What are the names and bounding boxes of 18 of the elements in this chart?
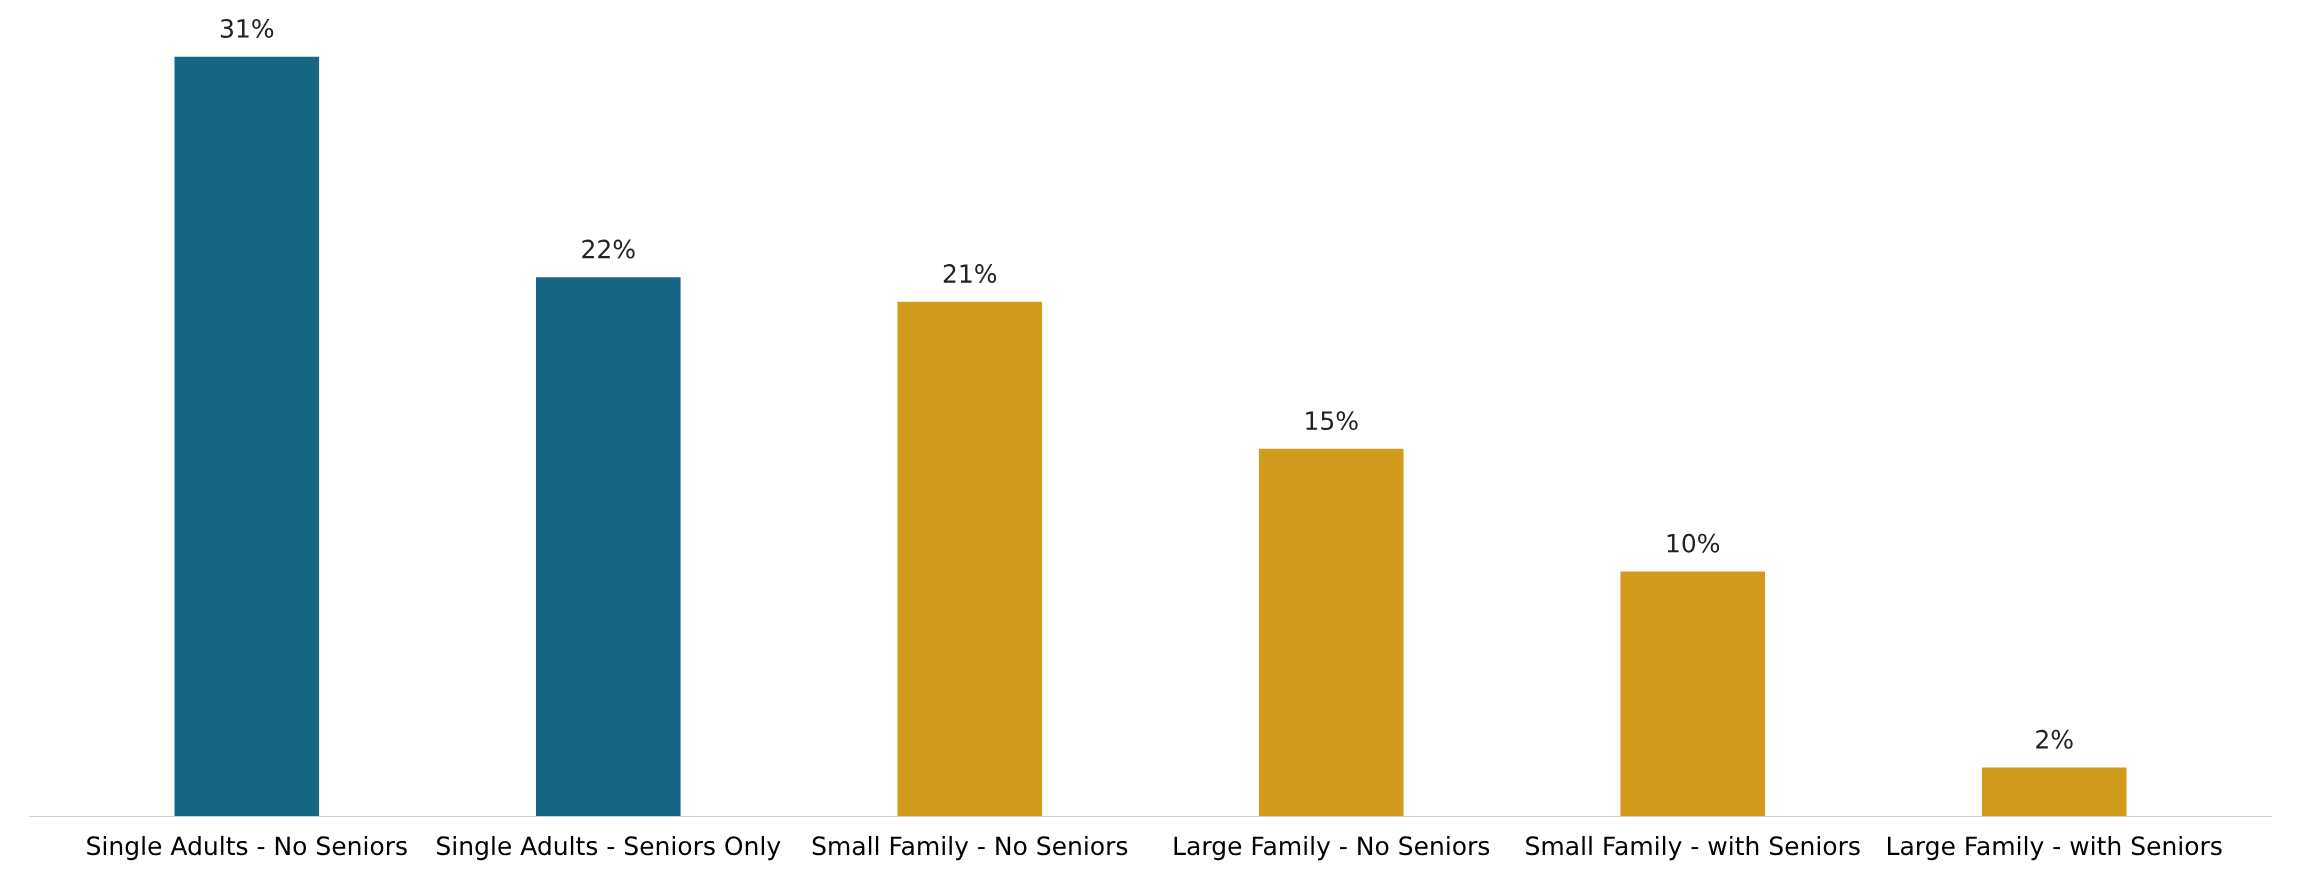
bar: [897, 301, 1043, 817]
x-tick-label: Large Family - with Seniors: [1888, 835, 2222, 861]
data-label: 31%: [220, 19, 274, 38]
x-tick-label: Single Adults - Seniors Only: [437, 835, 781, 861]
x-tick-label: Small Family - No Seniors: [812, 835, 1128, 861]
data-label: 21%: [943, 264, 997, 284]
x-tick-label: Small Family - with Seniors: [1526, 835, 1860, 861]
data-label: 22%: [582, 239, 635, 259]
bar: [1258, 448, 1404, 817]
x-tick-label: Large Family - No Seniors: [1174, 835, 1490, 861]
data-label: 2%: [2036, 729, 2073, 749]
bar: [174, 56, 320, 817]
bar: [535, 277, 681, 817]
bar: [1981, 767, 2127, 817]
x-tick-label: Single Adults - No Seniors: [87, 835, 407, 861]
data-label: 15%: [1306, 411, 1358, 431]
data-label: 10%: [1667, 533, 1720, 553]
bar: [1620, 571, 1766, 817]
